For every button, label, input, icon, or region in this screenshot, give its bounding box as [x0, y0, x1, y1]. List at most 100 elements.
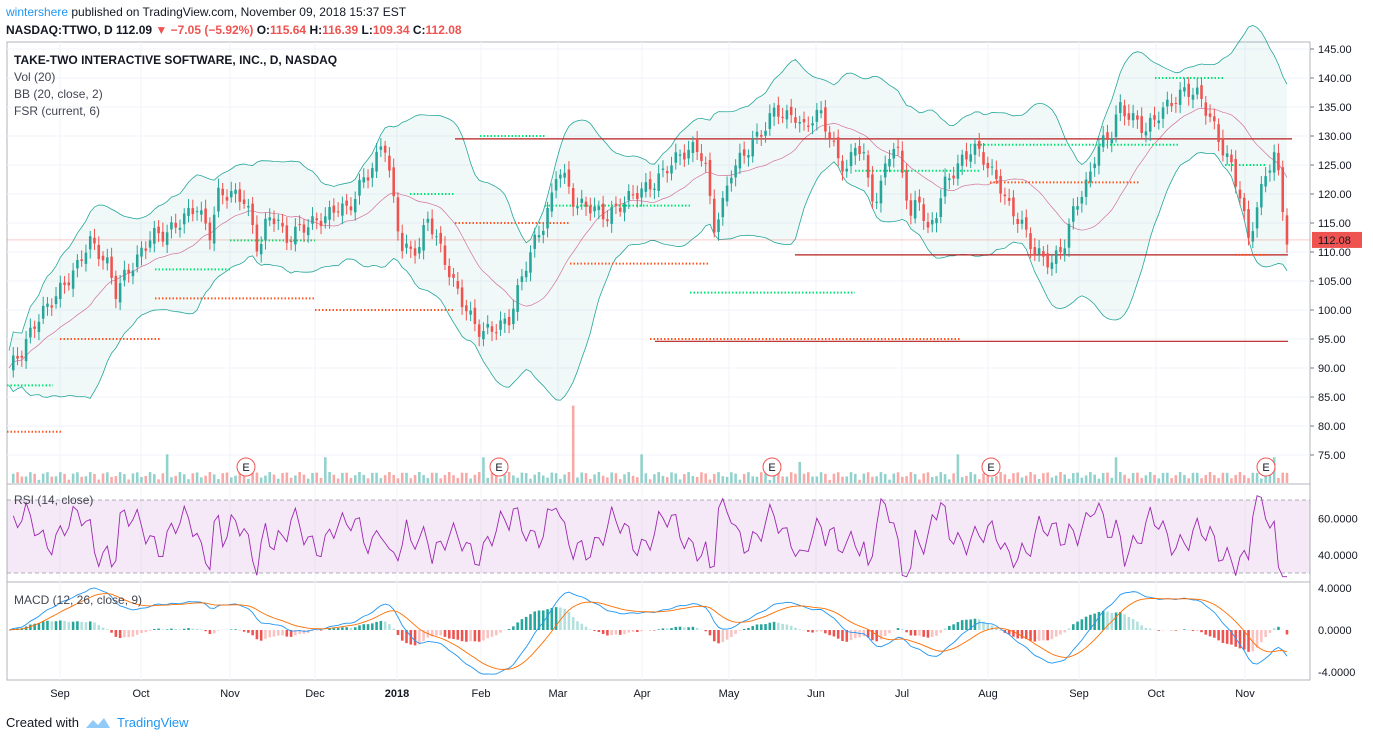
legend-macd[interactable]: MACD (12, 26, close, 9): [14, 593, 143, 607]
candle-body: [123, 269, 126, 281]
candle-body: [371, 168, 374, 178]
candle-body: [794, 117, 797, 123]
candle-body: [1187, 83, 1190, 97]
tradingview-brand[interactable]: TradingView: [116, 715, 189, 730]
down-arrow-icon: ▼: [155, 23, 168, 37]
macd-histogram-bar: [76, 621, 79, 630]
volume-bar: [546, 477, 549, 483]
candle-body: [584, 201, 588, 207]
candle-body: [170, 222, 173, 230]
macd-histogram-bar: [97, 625, 101, 630]
volume-bar: [80, 476, 83, 483]
time-tick-label: Nov: [220, 688, 240, 700]
candle-body: [1191, 94, 1195, 100]
candle-body: [131, 270, 135, 277]
macd-histogram-bar: [734, 630, 737, 634]
volume-bar: [336, 478, 340, 483]
candle-body: [721, 197, 725, 218]
candle-body: [251, 203, 254, 225]
macd-histogram-bar: [1131, 618, 1135, 630]
candle-body: [836, 137, 840, 159]
legend-fsr[interactable]: FSR (current, 6): [14, 104, 101, 118]
publish-header: wintershere published on TradingView.com…: [6, 4, 406, 20]
volume-bar: [798, 461, 802, 483]
volume-bar: [567, 472, 571, 483]
volume-bar: [1016, 472, 1020, 483]
volume-bar: [29, 472, 32, 483]
volume-bar: [896, 472, 900, 483]
macd-histogram-bar: [315, 630, 319, 631]
candle-body: [512, 308, 515, 325]
candle-body: [174, 222, 177, 228]
volume-bar: [1148, 472, 1152, 483]
macd-histogram-bar: [174, 628, 177, 630]
tradingview-logo-icon: [85, 717, 110, 728]
candle-body: [388, 155, 391, 171]
candle-body: [1020, 219, 1024, 224]
volume-bar: [943, 474, 947, 483]
macd-histogram-bar: [272, 630, 276, 637]
volume-bar: [84, 476, 88, 483]
volume-bar: [875, 476, 878, 483]
macd-histogram-bar: [400, 630, 404, 641]
macd-histogram-bar: [349, 627, 353, 630]
candle-body: [46, 303, 49, 307]
volume-bar: [24, 476, 28, 483]
volume-bar: [1110, 477, 1114, 483]
macd-histogram-bar: [486, 630, 489, 639]
close-label: C:: [412, 23, 426, 37]
candle-body: [708, 159, 712, 196]
price-tick-label: 145.00: [1318, 44, 1352, 56]
candle-body: [1178, 89, 1182, 105]
volume-bar: [174, 475, 177, 483]
volume-bar: [371, 472, 374, 483]
publisher-name[interactable]: wintershere: [6, 5, 69, 19]
macd-histogram-bar: [670, 628, 673, 630]
macd-histogram-bar: [1106, 611, 1109, 630]
candle-body: [400, 232, 404, 252]
candle-body: [1264, 176, 1267, 187]
volume-bar: [349, 477, 353, 483]
volume-bar: [418, 472, 421, 483]
volume-bar: [238, 472, 242, 483]
candle-body: [1003, 194, 1007, 197]
volume-bar: [46, 472, 49, 483]
volume-bar: [59, 472, 62, 483]
volume-bar: [785, 476, 789, 483]
candle-body: [858, 145, 861, 155]
volume-bar: [375, 472, 378, 483]
macd-histogram-bar: [623, 630, 626, 635]
legend-vol[interactable]: Vol (20): [14, 70, 56, 84]
candle-body: [1153, 115, 1156, 120]
macd-histogram-bar: [469, 630, 472, 642]
price-tick-label: 90.00: [1318, 363, 1346, 375]
candle-body: [430, 218, 434, 235]
candle-body: [1157, 120, 1161, 124]
price-tick-label: 75.00: [1318, 450, 1346, 462]
price-tick-label: 85.00: [1318, 392, 1346, 404]
candle-body: [1007, 198, 1011, 201]
candle-body: [1084, 179, 1088, 197]
candle-body: [1213, 116, 1216, 122]
volume-bar: [422, 475, 425, 483]
time-tick-label: Apr: [633, 688, 650, 700]
macd-histogram-bar: [1195, 630, 1199, 631]
time-tick-label: Nov: [1235, 688, 1255, 700]
candle-body: [106, 257, 109, 264]
macd-histogram-bar: [516, 622, 519, 630]
volume-bar: [430, 472, 434, 483]
volume-bar: [858, 479, 861, 483]
candle-body: [1050, 262, 1054, 269]
macd-histogram-bar: [281, 630, 284, 636]
legend-rsi[interactable]: RSI (14, close): [14, 493, 94, 507]
candle-body: [157, 226, 160, 234]
macd-histogram-bar: [366, 624, 370, 630]
candle-body: [97, 244, 101, 260]
macd-histogram-bar: [187, 628, 190, 630]
candle-body: [259, 243, 263, 255]
volume-bar: [225, 472, 229, 483]
legend-bb[interactable]: BB (20, close, 2): [14, 87, 103, 101]
macd-histogram-bar: [375, 621, 378, 630]
macd-histogram-bar: [259, 630, 263, 641]
